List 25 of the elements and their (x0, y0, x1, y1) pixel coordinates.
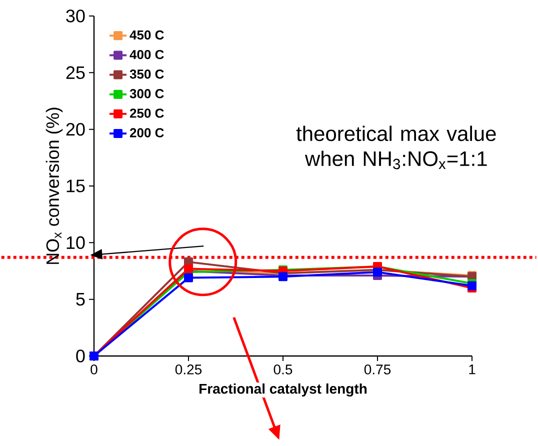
annotation: theoretical max value when NH$_{3}$:NO$_{x}$=1:1 (296, 126, 496, 170)
y-tick-label: 0 (76, 350, 85, 362)
point (184, 273, 193, 282)
legend-label: 350 C (130, 69, 164, 79)
y-axis-title: NO$_{x}$ conversion (%) (46, 108, 63, 264)
y-tick-label: 10 (66, 236, 85, 250)
legend-label: 450 C (130, 30, 164, 40)
y-tick-label: 25 (66, 66, 85, 80)
y-tick-label: 5 (76, 293, 85, 306)
y-tick-label: 20 (66, 122, 85, 136)
x-tick-label: 1 (469, 364, 476, 374)
legend-label: 300 C (130, 89, 164, 98)
point (184, 264, 193, 274)
legend-label: 400 C (130, 50, 164, 60)
x-tick-label: 0.75 (364, 364, 391, 374)
legend-label: 200 C (130, 128, 164, 138)
legend-label: 250 C (130, 108, 164, 118)
x-tick-label: 0 (90, 364, 98, 374)
y-tick-label: 30 (66, 10, 85, 22)
y-tick-label: 15 (66, 180, 85, 192)
x-tick-label: 0.25 (175, 364, 202, 374)
x-tick-label: 0.5 (274, 364, 292, 374)
point (468, 281, 477, 290)
x-axis-title: Fractional catalyst length (200, 383, 367, 397)
point (373, 268, 382, 277)
